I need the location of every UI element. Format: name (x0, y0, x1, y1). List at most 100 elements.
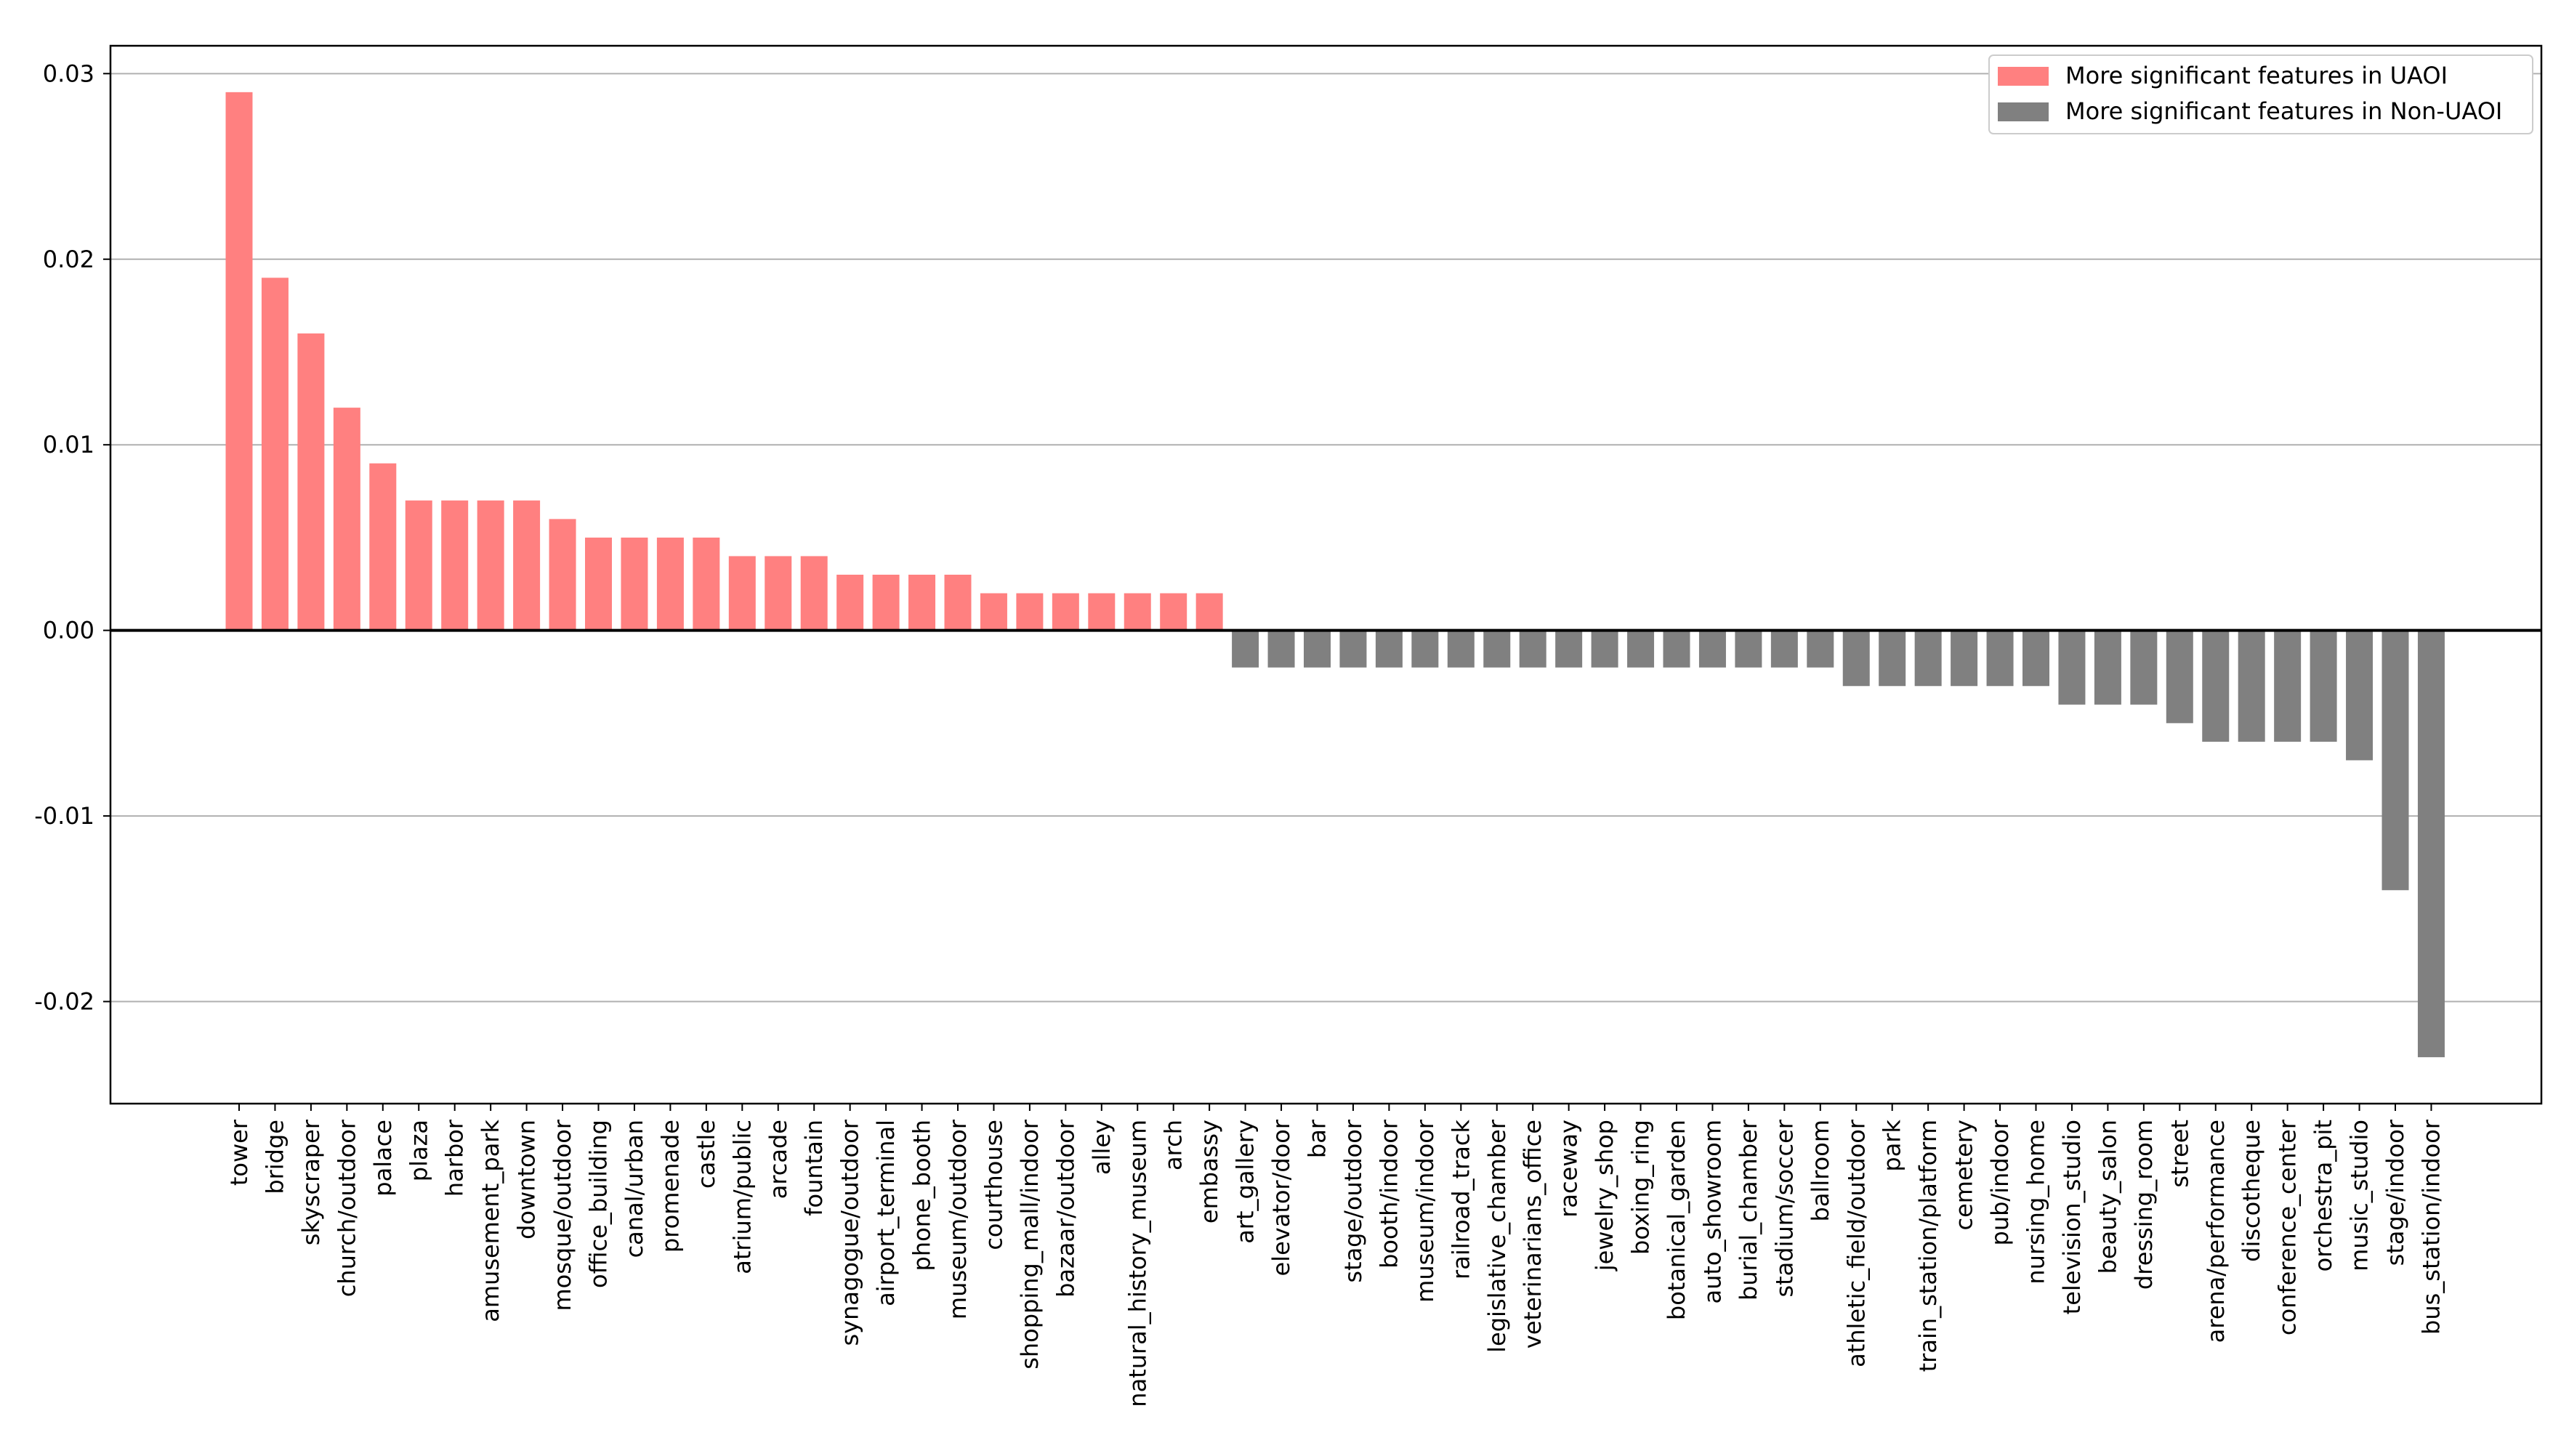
x-tick-label: art_gallery (1232, 1120, 1259, 1244)
bar-museum-indoor (1411, 630, 1439, 668)
x-tick-label: amusement_park (477, 1120, 504, 1322)
bar-park (1879, 630, 1906, 687)
bar-pub-indoor (1986, 630, 2014, 687)
x-tick-label: airport_terminal (872, 1120, 900, 1306)
bar-arch (1160, 593, 1187, 631)
category-labels: tower bridge skyscraper church/outdoor palac… (225, 1104, 2445, 1407)
x-tick-label: tower (225, 1119, 253, 1186)
x-tick-label: embassy (1195, 1120, 1223, 1224)
legend-swatch (1998, 67, 2049, 86)
x-tick-label: plaza (405, 1120, 432, 1181)
bar-palace (369, 463, 397, 631)
x-tick-label: synagogue/outdoor (836, 1119, 864, 1346)
bar-elevator-door (1267, 630, 1295, 668)
x-tick-label: elevator/door (1267, 1119, 1295, 1276)
x-tick-label: canal/urban (621, 1120, 648, 1258)
x-tick-label: television_studio (2058, 1120, 2086, 1314)
x-tick-label: church/outdoor (333, 1119, 360, 1297)
x-tick-label: veterinarians_office (1519, 1120, 1546, 1348)
bar-stage-indoor (2382, 630, 2409, 891)
x-tick-label: botanical_garden (1663, 1120, 1690, 1320)
x-tick-label: railroad_track (1447, 1120, 1475, 1279)
bar-discotheque (2238, 630, 2265, 742)
legend-label: More significant features in Non-UAOI (2065, 97, 2502, 125)
y-tick-label: -0.01 (34, 802, 94, 830)
bar-conference-center (2274, 630, 2302, 742)
x-tick-label: museum/outdoor (944, 1119, 972, 1319)
bar-embassy (1195, 593, 1223, 631)
bar-veterinarians-office (1519, 630, 1546, 668)
x-tick-label: nursing_home (2022, 1120, 2050, 1285)
bar-nursing-home (2022, 630, 2049, 687)
x-tick-label: courthouse (980, 1120, 1007, 1250)
legend-box (1988, 54, 2533, 134)
bar-bar (1304, 630, 1331, 668)
x-tick-label: discotheque (2238, 1120, 2265, 1262)
bar-bazaar-outdoor (1052, 593, 1079, 631)
x-tick-label: arcade (765, 1120, 792, 1199)
x-tick-label: music_studio (2346, 1120, 2374, 1271)
x-tick-label: harbor (441, 1119, 469, 1197)
bar-fountain (800, 556, 828, 631)
bar-harbor (441, 500, 469, 631)
y-tick-label: 0.03 (43, 60, 94, 87)
bar-plaza (405, 500, 432, 631)
bar-promenade (656, 537, 684, 631)
bar-amusement-park (477, 500, 504, 631)
bar-booth-indoor (1375, 630, 1403, 668)
x-tick-label: museum/indoor (1411, 1119, 1439, 1303)
bar-phone-booth (908, 575, 936, 631)
bar-atrium-public (728, 556, 756, 631)
x-tick-label: athletic_field/outdoor (1842, 1119, 1870, 1367)
x-tick-label: pub/indoor (1986, 1119, 2014, 1245)
x-tick-label: fountain (800, 1120, 828, 1216)
bar-beauty-salon (2094, 630, 2121, 705)
bar-dressing-room (2130, 630, 2158, 705)
bar-stadium-soccer (1770, 630, 1798, 668)
axes: 0.03 0.02 0.01 0.00 -0.01 -0.02 (34, 44, 2543, 1105)
x-tick-label: train_station/platform (1914, 1120, 1942, 1372)
x-tick-label: office_building (585, 1120, 613, 1288)
bar-street (2166, 630, 2193, 724)
x-tick-label: downtown (513, 1120, 541, 1239)
bars (225, 92, 2445, 1058)
bar-orchestra-pit (2310, 630, 2337, 742)
bar-alley (1088, 593, 1116, 631)
x-tick-label: burial_chamber (1735, 1119, 1762, 1301)
bar-legislative-chamber (1483, 630, 1511, 668)
bar-athletic-field-outdoor (1842, 630, 1870, 687)
x-tick-label: arena/performance (2202, 1120, 2230, 1343)
x-tick-label: mosque/outdoor (549, 1119, 576, 1311)
bar-synagogue-outdoor (836, 575, 864, 631)
x-tick-label: promenade (656, 1120, 684, 1253)
x-tick-label: phone_booth (908, 1120, 936, 1271)
x-tick-label: bazaar/outdoor (1052, 1119, 1079, 1298)
bar-railroad-track (1447, 630, 1475, 668)
x-tick-label: ballroom (1807, 1120, 1834, 1221)
x-tick-label: dressing_room (2130, 1120, 2158, 1290)
plot-frame (109, 44, 2543, 1105)
bar-museum-outdoor (944, 575, 972, 631)
x-tick-label: castle (693, 1120, 720, 1189)
x-tick-label: bar (1304, 1119, 1331, 1158)
x-tick-label: skyscraper (297, 1119, 325, 1245)
bar-raceway (1555, 630, 1583, 668)
bar-art-gallery (1232, 630, 1259, 668)
bar-canal-urban (621, 537, 648, 631)
x-tick-label: park (1879, 1120, 1906, 1172)
legend: More significant features in UAOI More si… (1988, 54, 2533, 134)
bar-castle (693, 537, 720, 631)
x-tick-label: bridge (261, 1120, 289, 1194)
x-tick-label: boxing_ring (1627, 1120, 1655, 1255)
bar-office-building (585, 537, 612, 631)
bar-arcade (765, 556, 792, 631)
bar-natural-history-museum (1124, 593, 1151, 631)
x-tick-label: beauty_salon (2094, 1120, 2121, 1274)
x-tick-label: stage/indoor (2382, 1119, 2409, 1266)
bar-skyscraper (297, 333, 325, 631)
x-tick-label: alley (1088, 1120, 1116, 1175)
x-tick-label: bus_station/indoor (2417, 1119, 2445, 1335)
bar-bridge (261, 278, 289, 631)
